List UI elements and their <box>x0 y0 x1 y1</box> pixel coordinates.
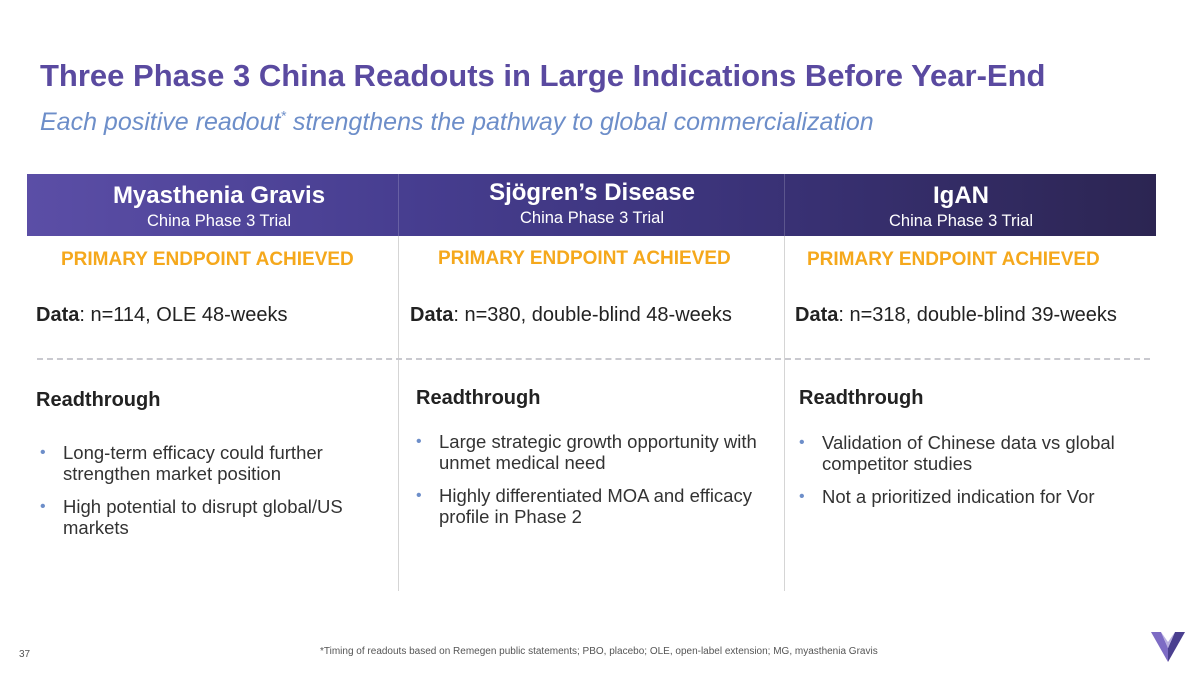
subtitle-main-text: Each positive readout <box>40 108 281 136</box>
list-item: • Large strategic growth opportunity with… <box>413 431 773 473</box>
column-header-sjogrens-disease: Sjögren’s Disease China Phase 3 Trial <box>399 174 785 236</box>
readthrough-heading-mg: Readthrough <box>36 389 161 411</box>
v-logo-icon <box>1151 632 1185 662</box>
endpoint-status-igan: PRIMARY ENDPOINT ACHIEVED <box>807 249 1100 270</box>
data-label: Data <box>36 304 80 326</box>
bullet-text: Validation of Chinese data vs global com… <box>822 432 1115 474</box>
dashed-separator <box>37 358 1150 360</box>
data-label: Data <box>795 304 839 326</box>
column-name: IgAN <box>933 182 989 209</box>
data-value: : n=318, double-blind 39-weeks <box>838 304 1117 326</box>
list-item: • Highly differentiated MOA and efficacy … <box>413 485 773 527</box>
bullet-dot-icon: • <box>799 488 805 505</box>
subtitle-footnote-marker: * <box>280 107 286 124</box>
bullet-list-sjogren: • Large strategic growth opportunity with… <box>413 431 773 539</box>
column-header-igan: IgAN China Phase 3 Trial <box>785 174 1137 236</box>
column-name: Sjögren’s Disease <box>489 179 695 206</box>
footnote: *Timing of readouts based on Remegen pub… <box>320 646 878 657</box>
bullet-dot-icon: • <box>416 487 422 504</box>
data-label: Data <box>410 304 454 326</box>
header-band <box>27 174 1156 236</box>
column-name: Myasthenia Gravis <box>112 182 326 209</box>
column-trial: China Phase 3 Trial <box>520 209 664 227</box>
bullet-list-mg: • Long-term efficacy could further streng… <box>37 442 367 550</box>
bullet-text: Large strategic growth opportunity with … <box>439 431 757 473</box>
column-trial: China Phase 3 Trial <box>889 212 1033 230</box>
page-number: 37 <box>19 649 31 660</box>
bullet-dot-icon: • <box>40 444 46 461</box>
endpoint-status-mg: PRIMARY ENDPOINT ACHIEVED <box>61 249 354 270</box>
slide-subtitle: Each positive readout* strengthens the p… <box>40 108 874 137</box>
bullet-text: High potential to disrupt global/US mark… <box>63 496 343 538</box>
data-value: : n=114, OLE 48-weeks <box>79 304 288 326</box>
bullet-text: Not a prioritized indication for Vor <box>822 486 1095 507</box>
bullet-list-igan: • Validation of Chinese data vs global co… <box>796 432 1136 519</box>
list-item: • Validation of Chinese data vs global co… <box>796 432 1136 474</box>
list-item: • High potential to disrupt global/US mar… <box>37 496 367 538</box>
readthrough-heading-igan: Readthrough <box>799 387 924 409</box>
data-value: : n=380, double-blind 48-weeks <box>453 304 732 326</box>
bullet-dot-icon: • <box>416 433 422 450</box>
data-line-sjogren: Data: n=380, double-blind 48-weeks <box>410 304 732 327</box>
data-line-mg: Data: n=114, OLE 48-weeks <box>36 304 287 327</box>
list-item: • Long-term efficacy could further streng… <box>37 442 367 484</box>
slide-title: Three Phase 3 China Readouts in Large In… <box>40 58 1046 93</box>
column-header-myasthenia-gravis: Myasthenia Gravis China Phase 3 Trial <box>27 174 411 236</box>
header-divider-2 <box>784 174 785 236</box>
bullet-text: Long-term efficacy could further strengt… <box>63 442 323 484</box>
column-divider-2 <box>784 236 785 591</box>
bullet-dot-icon: • <box>40 498 46 515</box>
header-divider-1 <box>398 174 399 236</box>
subtitle-rest-text: strengthens the pathway to global commer… <box>285 108 874 136</box>
bullet-text: Highly differentiated MOA and efficacy p… <box>439 485 752 527</box>
readthrough-heading-sjogren: Readthrough <box>416 387 541 409</box>
bullet-dot-icon: • <box>799 434 805 451</box>
list-item: • Not a prioritized indication for Vor <box>796 486 1136 507</box>
endpoint-status-sjogren: PRIMARY ENDPOINT ACHIEVED <box>438 248 731 269</box>
column-divider-1 <box>398 236 399 591</box>
data-line-igan: Data: n=318, double-blind 39-weeks <box>795 304 1117 327</box>
column-trial: China Phase 3 Trial <box>147 212 291 230</box>
